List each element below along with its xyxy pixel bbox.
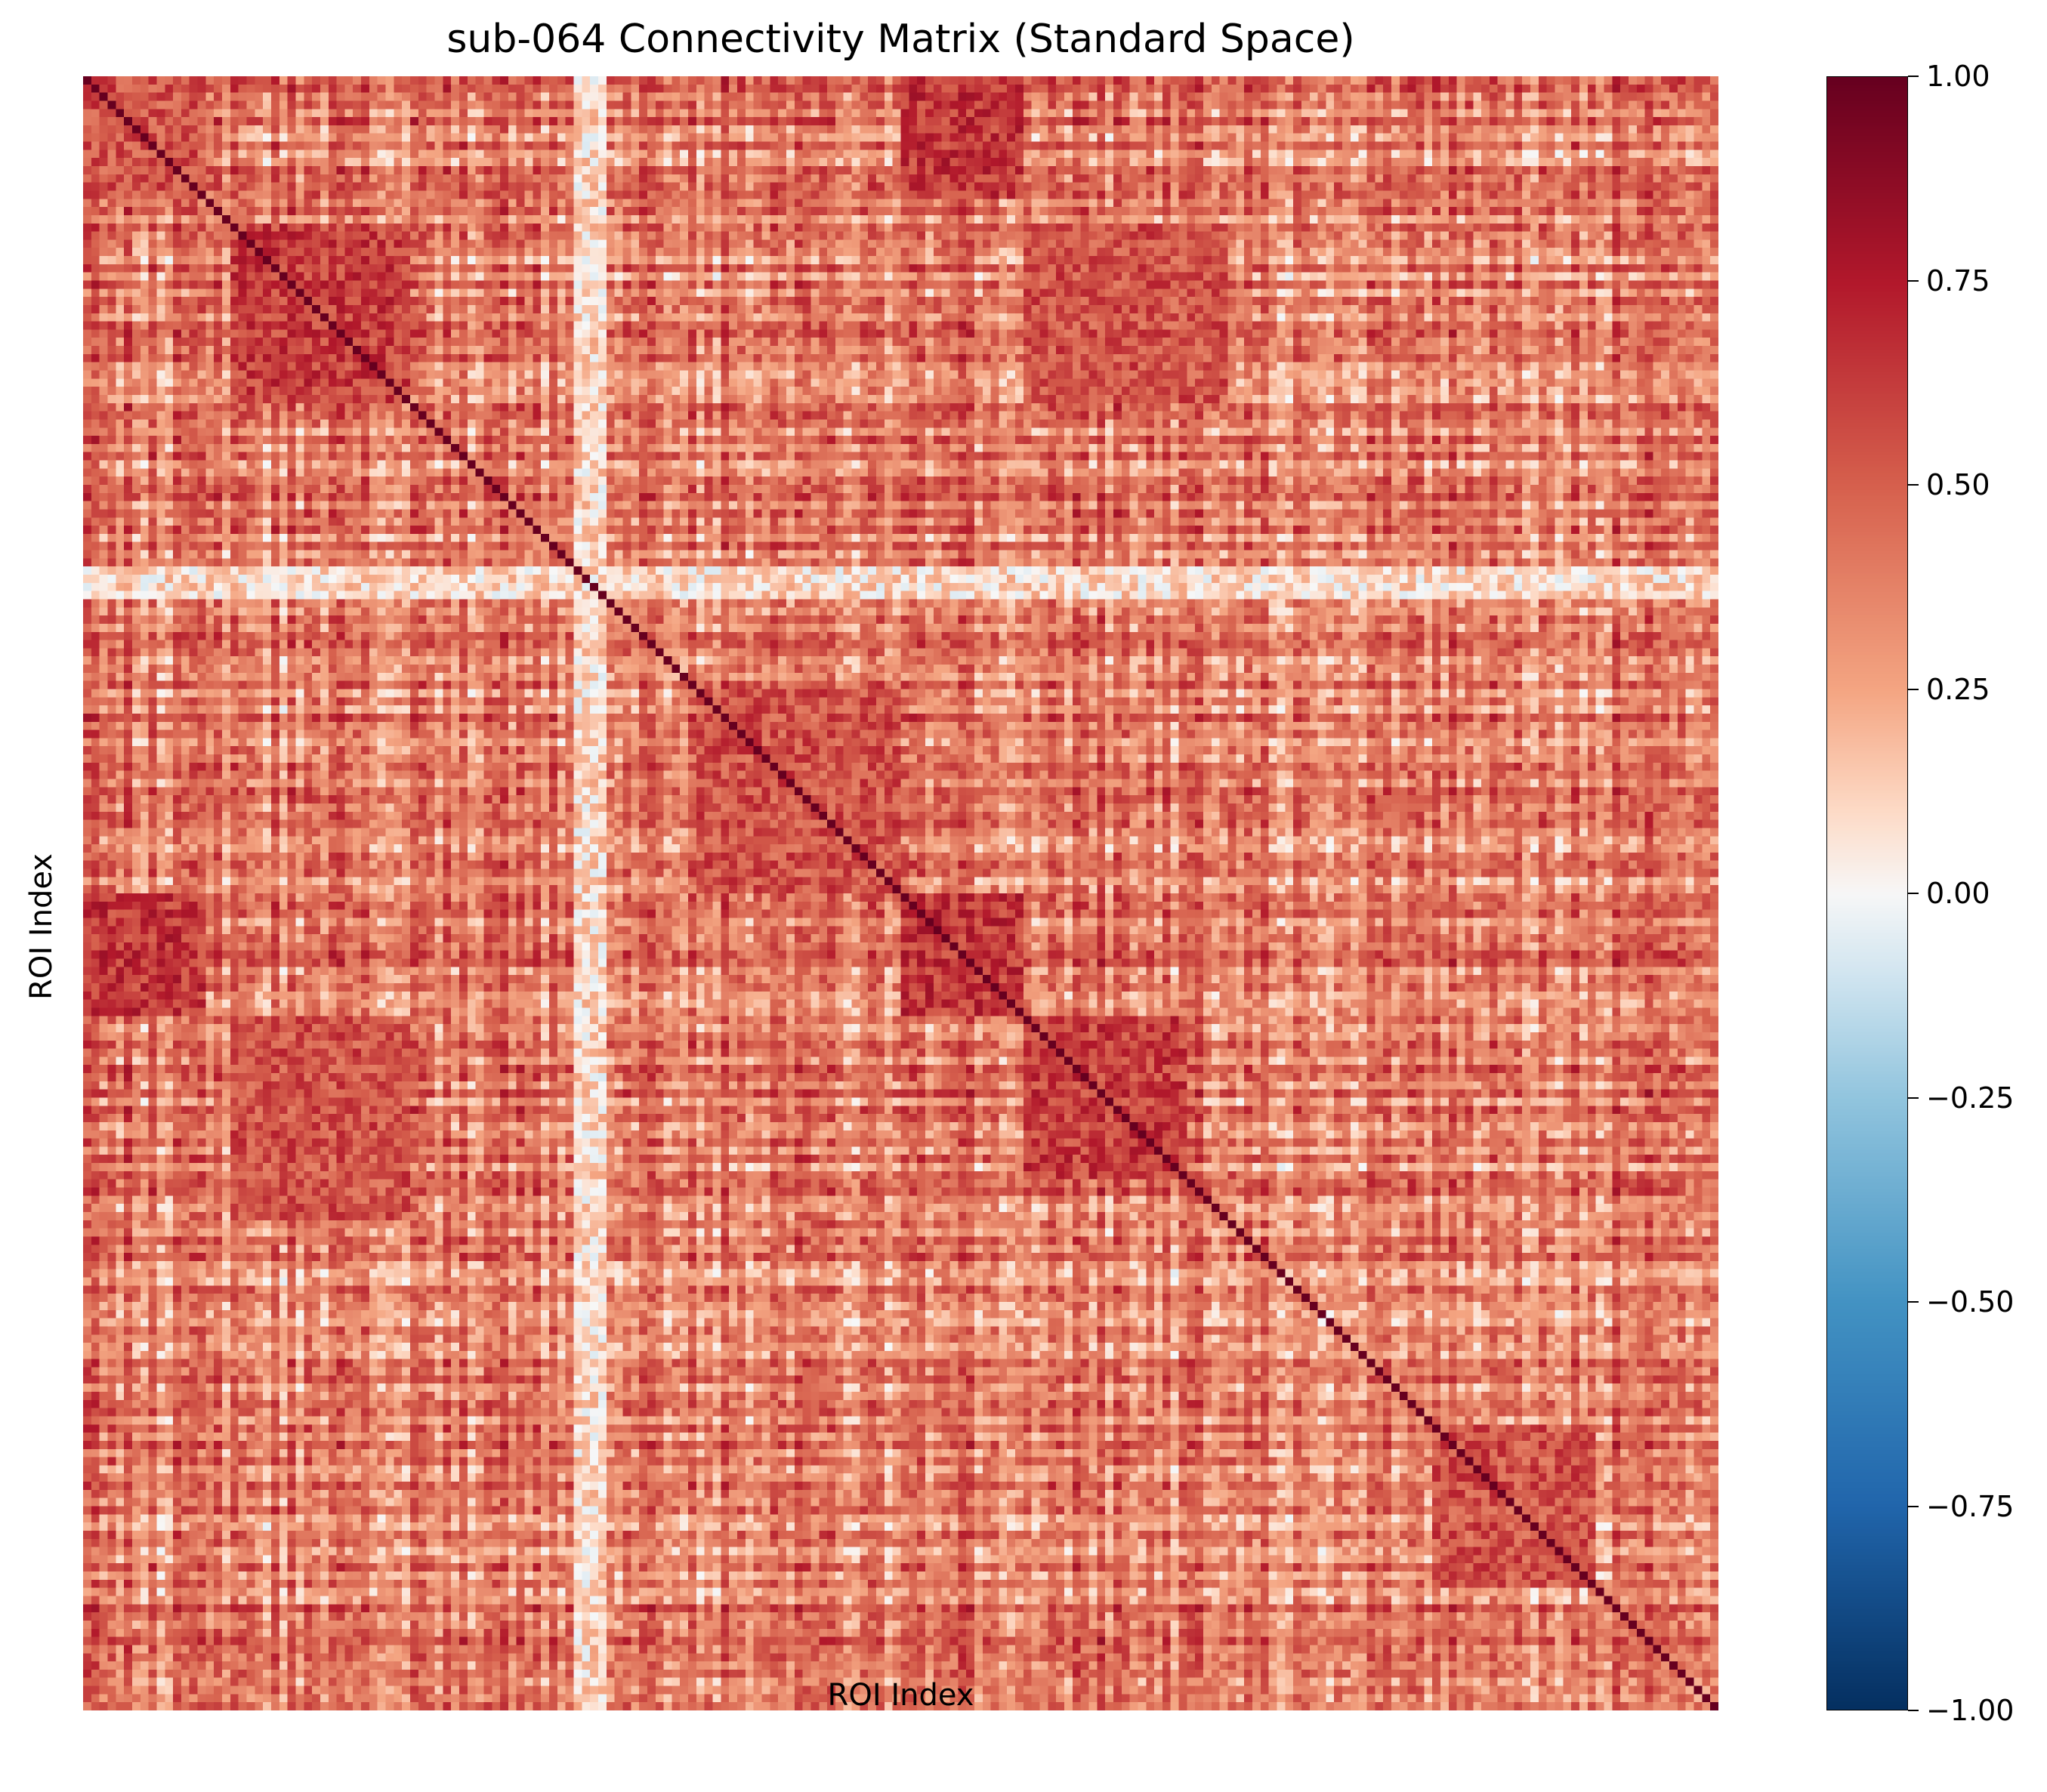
colorbar-tick-mark	[1908, 1301, 1919, 1303]
colorbar-tick-mark	[1908, 1710, 1919, 1711]
chart-title: sub-064 Connectivity Matrix (Standard Sp…	[446, 17, 1355, 62]
colorbar-tick-label: 0.25	[1926, 672, 1990, 706]
colorbar	[1826, 76, 1908, 1710]
colorbar-tick-mark	[1908, 688, 1919, 690]
colorbar-tick-label: −0.50	[1926, 1285, 2015, 1319]
colorbar-tick-mark	[1908, 279, 1919, 282]
colorbar-tick-label: 0.00	[1926, 877, 1990, 910]
colorbar-tick-label: −1.00	[1926, 1694, 2015, 1727]
x-axis-label: ROI Index	[827, 1678, 974, 1713]
colorbar-tick-label: 0.50	[1926, 468, 1990, 501]
connectivity-heatmap	[83, 76, 1718, 1710]
colorbar-tick-label: −0.75	[1926, 1489, 2015, 1523]
colorbar-tick-mark	[1908, 893, 1919, 894]
colorbar-tick-label: −0.25	[1926, 1081, 2015, 1115]
colorbar-tick-label: 1.00	[1926, 60, 1990, 93]
colorbar-tick-mark	[1908, 484, 1919, 486]
colorbar-tick-mark	[1908, 1505, 1919, 1507]
colorbar-tick-mark	[1908, 76, 1919, 77]
colorbar-tick-label: 0.75	[1926, 264, 1990, 298]
y-axis-label: ROI Index	[24, 853, 59, 1000]
colorbar-tick-mark	[1908, 1096, 1919, 1099]
